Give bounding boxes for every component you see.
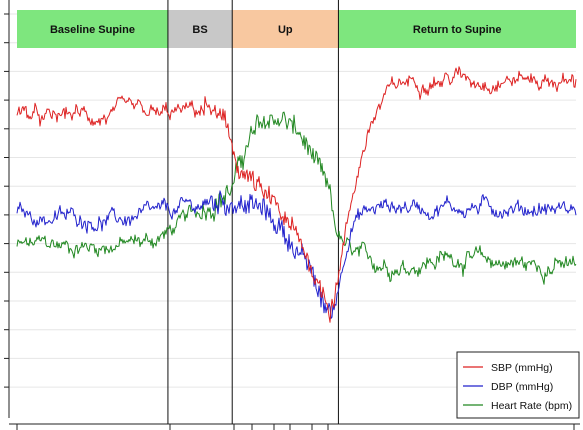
phase-bands: Baseline Supine BS Up Return to Supine: [17, 10, 576, 48]
phase-band: [232, 10, 339, 48]
legend-label: DBP (mmHg): [491, 381, 553, 393]
axes: [4, 0, 580, 430]
phase-band: [17, 10, 168, 48]
phase-label: Baseline Supine: [50, 24, 135, 36]
phase-band: [167, 10, 233, 48]
phase-label: BS: [192, 24, 207, 36]
series-lines: [16, 66, 577, 323]
phase-label: Up: [278, 24, 293, 36]
legend: SBP (mmHg) DBP (mmHg) Heart Rate (bpm): [456, 351, 580, 419]
series-line: [16, 111, 577, 285]
series-line: [16, 66, 577, 323]
gridlines: [9, 13, 576, 388]
series-line: [16, 190, 577, 319]
legend-label: SBP (mmHg): [491, 362, 553, 374]
phase-label: Return to Supine: [413, 24, 502, 36]
legend-box: [456, 351, 580, 419]
phase-band: [338, 10, 576, 48]
legend-label: Heart Rate (bpm): [491, 400, 572, 412]
